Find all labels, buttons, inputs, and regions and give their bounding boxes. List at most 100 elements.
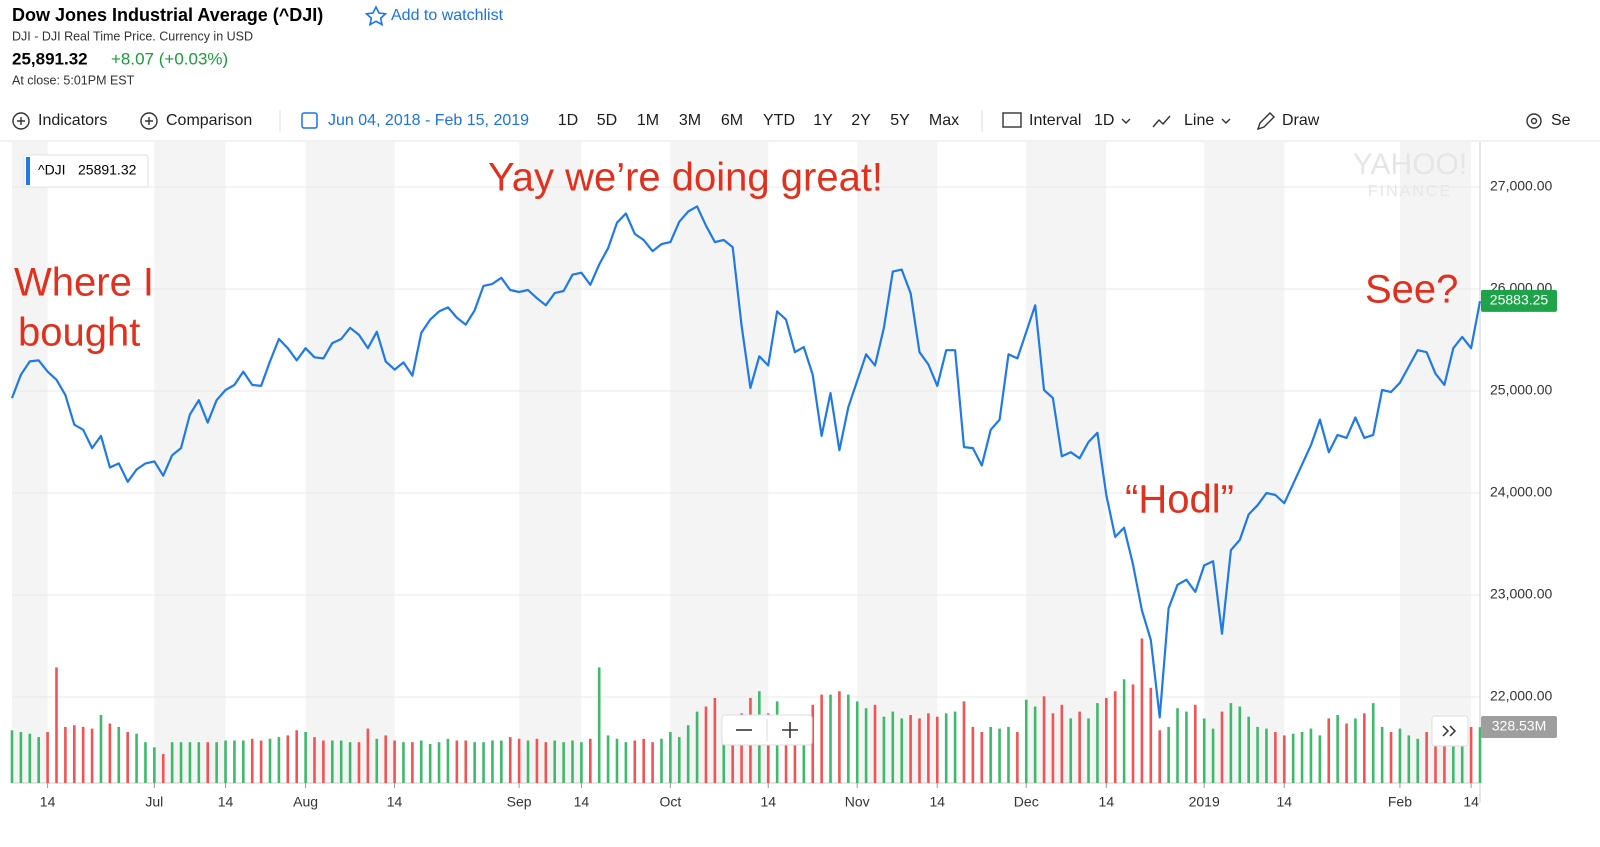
volume-bar — [1274, 732, 1277, 783]
volume-bar — [304, 732, 307, 783]
volume-bar — [428, 743, 432, 783]
interval-button[interactable]: Interval — [1029, 112, 1081, 129]
close-time: At close: 5:01PM EST — [12, 73, 135, 87]
range-button[interactable]: 1Y — [813, 112, 833, 129]
x-tick-label: Feb — [1388, 794, 1412, 810]
settings-button[interactable]: Se — [1551, 112, 1571, 129]
indicators-icon[interactable] — [12, 112, 30, 130]
toolbar: Indicators Comparison Jun 04, 2018 - Feb… — [12, 110, 1571, 132]
volume-bar — [517, 738, 521, 783]
volume-bar — [126, 732, 129, 783]
volume-bar — [553, 740, 557, 783]
quote-change: +8.07 (+0.03%) — [111, 49, 228, 68]
volume-bar — [1176, 708, 1179, 783]
volume-bar — [615, 738, 619, 783]
volume-bar — [1265, 728, 1268, 783]
volume-bar — [1247, 716, 1250, 783]
month-band — [1026, 142, 1107, 783]
indicators-button[interactable]: Indicators — [38, 112, 107, 129]
volume-bar — [500, 740, 503, 783]
volume-bar — [544, 742, 548, 783]
volume-bar — [606, 735, 610, 783]
volume-bar — [384, 735, 387, 783]
y-tick-label: 25,000.00 — [1490, 382, 1552, 398]
volume-bar — [1345, 723, 1348, 783]
range-button[interactable]: 1M — [637, 112, 659, 129]
watchlist-link[interactable]: Add to watchlist — [391, 7, 504, 24]
volume-bar — [1336, 715, 1339, 783]
x-tick-label: 2019 — [1189, 794, 1220, 810]
comparison-button[interactable]: Comparison — [166, 112, 252, 129]
volume-bar — [366, 728, 370, 783]
draw-icon[interactable] — [1256, 112, 1275, 131]
volume-bar — [393, 740, 396, 783]
scroll-button[interactable] — [1431, 715, 1469, 747]
x-tick-label: Dec — [1014, 794, 1039, 810]
volume-bar — [55, 667, 58, 783]
volume-bar — [1024, 699, 1028, 783]
line-icon[interactable] — [1152, 115, 1171, 128]
draw-button[interactable]: Draw — [1282, 112, 1320, 129]
volume-bar — [1202, 718, 1206, 783]
settings-icon[interactable] — [1526, 113, 1542, 129]
last-price-tag — [1481, 289, 1557, 312]
volume-bar — [1229, 703, 1233, 783]
range-button[interactable]: 5D — [597, 112, 617, 129]
volume-bar — [206, 742, 210, 783]
comparison-icon[interactable] — [140, 112, 158, 130]
volume-bar — [695, 711, 699, 783]
volume-bar — [446, 738, 450, 783]
volume-bar — [277, 737, 281, 783]
range-button[interactable]: 3M — [679, 112, 701, 129]
volume-tag — [1481, 716, 1557, 738]
x-tick-label: 14 — [574, 794, 590, 810]
legend-name[interactable]: ^DJI — [38, 162, 66, 178]
annotation: See? — [1365, 268, 1458, 312]
volume-bar — [855, 701, 859, 783]
range-button[interactable]: Max — [929, 112, 959, 129]
interval-value[interactable]: 1D — [1094, 112, 1114, 129]
volume-bar — [37, 737, 40, 783]
zoom-in[interactable] — [782, 722, 798, 738]
volume-bar — [482, 742, 485, 783]
interval-icon[interactable] — [1002, 112, 1022, 128]
volume-bar — [838, 691, 841, 783]
volume-bar — [135, 733, 138, 783]
plus — [17, 117, 25, 125]
legend-value: 25891.32 — [78, 162, 137, 178]
annotation: bought — [18, 311, 140, 355]
volume-bar — [1443, 735, 1446, 783]
volume-bar — [1416, 738, 1420, 783]
volume-bar — [1007, 726, 1010, 783]
range-button[interactable]: 5Y — [890, 112, 910, 129]
volume-bar — [322, 740, 325, 783]
volume-bar — [250, 738, 254, 783]
range-button[interactable]: 2Y — [851, 112, 871, 129]
volume-bar — [1452, 733, 1455, 783]
range-button[interactable]: YTD — [763, 112, 795, 129]
month-band — [519, 142, 582, 783]
x-tick-label: 14 — [1463, 794, 1479, 810]
volume-bar — [909, 715, 912, 783]
volume-bar — [437, 742, 441, 783]
date-range[interactable]: Jun 04, 2018 - Feb 15, 2019 — [328, 112, 529, 129]
volume-bar — [686, 725, 690, 783]
volume-bar — [1042, 696, 1046, 783]
calendar-icon[interactable] — [301, 112, 318, 129]
y-tick-label: 22,000.00 — [1490, 688, 1552, 704]
x-tick-label: Jul — [145, 794, 163, 810]
chart-type-button[interactable]: Line — [1184, 112, 1214, 129]
volume-bar — [1051, 713, 1055, 783]
volume-bar — [313, 737, 316, 783]
volume-bar — [526, 740, 530, 783]
range-buttons: 1D 5D 1M 3M 6M YTD 1Y 2Y 5Y Max — [558, 112, 959, 129]
range-button[interactable]: 1D — [558, 112, 578, 129]
volume-bar — [589, 738, 592, 783]
volume-bar — [179, 742, 183, 783]
volume-bar — [1087, 718, 1090, 783]
x-tick-label: Oct — [659, 794, 681, 810]
range-button[interactable]: 6M — [721, 112, 743, 129]
volume-bar — [571, 740, 574, 783]
star-icon[interactable] — [364, 5, 388, 27]
